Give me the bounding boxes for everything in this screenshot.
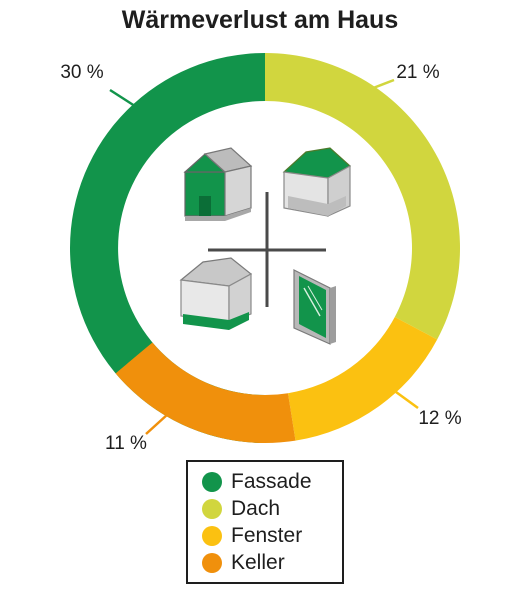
- chart-title: Wärmeverlust am Haus: [121, 6, 399, 34]
- leader-line-fenster: [395, 390, 419, 410]
- leader-line-dach: [367, 78, 395, 92]
- percent-labels: 30 % 21 % 12 % 11 %: [60, 62, 461, 454]
- percent-label-keller: 11 %: [105, 433, 147, 454]
- legend-item-fenster: Fenster: [202, 522, 342, 549]
- slice-fassade: [70, 53, 265, 443]
- percent-label-dach: 21 %: [396, 62, 439, 83]
- leader-line-keller: [145, 413, 169, 435]
- percent-label-fassade: 30 %: [60, 62, 103, 83]
- percent-label-fenster: 12 %: [418, 408, 461, 429]
- donut-ring: [70, 53, 460, 443]
- slice-fenster: [287, 317, 438, 441]
- legend-swatch: [202, 525, 222, 546]
- center-cross: [208, 192, 326, 307]
- house-keller-icon: [179, 257, 253, 330]
- legend-swatch: [202, 552, 222, 573]
- legend-item-keller: Keller: [202, 549, 342, 576]
- legend-swatch: [202, 498, 222, 519]
- legend-label: Fenster: [231, 523, 303, 547]
- leader-line-fassade: [109, 88, 139, 110]
- legend-swatch: [202, 471, 222, 492]
- legend-label: Keller: [231, 550, 285, 574]
- legend-label: Dach: [231, 496, 281, 520]
- legend-item-dach: Dach: [202, 495, 342, 522]
- legend-label: Fassade: [231, 469, 312, 493]
- window-icon: [293, 269, 336, 345]
- slice-dach: [265, 53, 460, 340]
- house-fassade-icon: [183, 147, 253, 221]
- legend-item-fassade: Fassade: [202, 468, 342, 495]
- slice-keller: [115, 342, 296, 443]
- house-dach-icon: [282, 147, 352, 217]
- legend: Fassade Dach Fenster Keller: [186, 460, 344, 584]
